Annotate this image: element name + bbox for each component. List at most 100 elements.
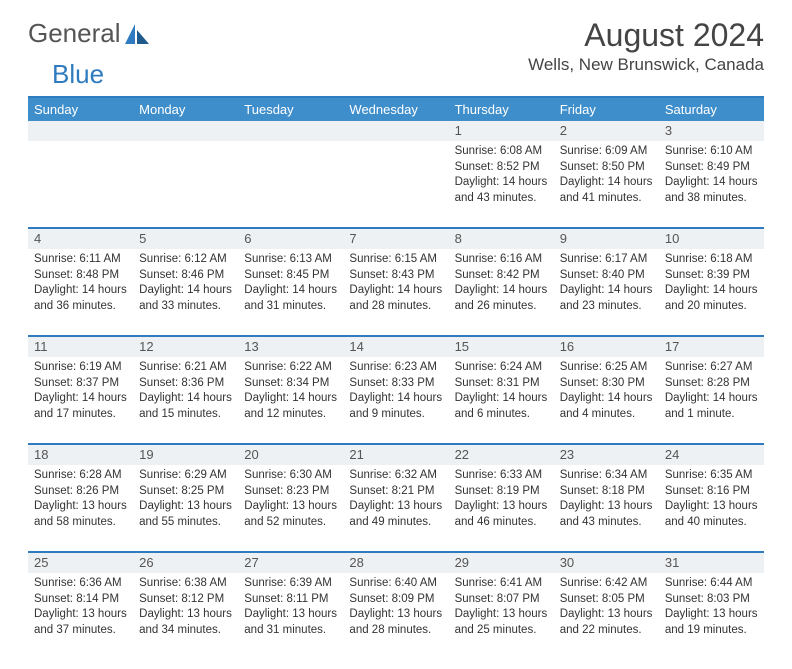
day-details: Sunrise: 6:39 AMSunset: 8:11 PMDaylight:… [244, 576, 337, 638]
day-cell: Sunrise: 6:19 AMSunset: 8:37 PMDaylight:… [28, 357, 133, 443]
sunset-text: Sunset: 8:34 PM [244, 376, 337, 392]
sunset-text: Sunset: 8:25 PM [139, 484, 232, 500]
day-number: 6 [238, 229, 343, 249]
day-details: Sunrise: 6:10 AMSunset: 8:49 PMDaylight:… [665, 144, 758, 206]
day-number [238, 121, 343, 141]
day-cell: Sunrise: 6:21 AMSunset: 8:36 PMDaylight:… [133, 357, 238, 443]
day-details: Sunrise: 6:34 AMSunset: 8:18 PMDaylight:… [560, 468, 653, 530]
day-number: 5 [133, 229, 238, 249]
day-cell [133, 141, 238, 227]
sunrise-text: Sunrise: 6:23 AM [349, 360, 442, 376]
sunrise-text: Sunrise: 6:13 AM [244, 252, 337, 268]
day-cell: Sunrise: 6:18 AMSunset: 8:39 PMDaylight:… [659, 249, 764, 335]
sunrise-text: Sunrise: 6:30 AM [244, 468, 337, 484]
daylight-text: Daylight: 14 hours and 43 minutes. [455, 175, 548, 206]
sunset-text: Sunset: 8:23 PM [244, 484, 337, 500]
day-cell: Sunrise: 6:16 AMSunset: 8:42 PMDaylight:… [449, 249, 554, 335]
day-cell: Sunrise: 6:36 AMSunset: 8:14 PMDaylight:… [28, 573, 133, 659]
day-number: 3 [659, 121, 764, 141]
sunset-text: Sunset: 8:28 PM [665, 376, 758, 392]
sunrise-text: Sunrise: 6:40 AM [349, 576, 442, 592]
day-number: 18 [28, 445, 133, 465]
day-cell: Sunrise: 6:24 AMSunset: 8:31 PMDaylight:… [449, 357, 554, 443]
day-cell: Sunrise: 6:42 AMSunset: 8:05 PMDaylight:… [554, 573, 659, 659]
day-number: 13 [238, 337, 343, 357]
title-block: August 2024 Wells, New Brunswick, Canada [528, 18, 764, 75]
sunset-text: Sunset: 8:45 PM [244, 268, 337, 284]
day-number: 25 [28, 553, 133, 573]
weekday-header: Sunday [28, 98, 133, 121]
daylight-text: Daylight: 13 hours and 49 minutes. [349, 499, 442, 530]
day-number: 30 [554, 553, 659, 573]
day-details: Sunrise: 6:22 AMSunset: 8:34 PMDaylight:… [244, 360, 337, 422]
day-number: 17 [659, 337, 764, 357]
day-cell: Sunrise: 6:27 AMSunset: 8:28 PMDaylight:… [659, 357, 764, 443]
daynum-row: 25262728293031 [28, 551, 764, 573]
sunset-text: Sunset: 8:03 PM [665, 592, 758, 608]
daynum-row: 18192021222324 [28, 443, 764, 465]
day-number: 24 [659, 445, 764, 465]
day-cell: Sunrise: 6:32 AMSunset: 8:21 PMDaylight:… [343, 465, 448, 551]
day-cell [238, 141, 343, 227]
day-cell: Sunrise: 6:08 AMSunset: 8:52 PMDaylight:… [449, 141, 554, 227]
day-cell: Sunrise: 6:10 AMSunset: 8:49 PMDaylight:… [659, 141, 764, 227]
daylight-text: Daylight: 13 hours and 55 minutes. [139, 499, 232, 530]
sunset-text: Sunset: 8:49 PM [665, 160, 758, 176]
sunset-text: Sunset: 8:43 PM [349, 268, 442, 284]
week-row: Sunrise: 6:19 AMSunset: 8:37 PMDaylight:… [28, 357, 764, 443]
sunrise-text: Sunrise: 6:17 AM [560, 252, 653, 268]
day-cell [28, 141, 133, 227]
calendar: Sunday Monday Tuesday Wednesday Thursday… [28, 96, 764, 659]
day-cell: Sunrise: 6:40 AMSunset: 8:09 PMDaylight:… [343, 573, 448, 659]
day-cell: Sunrise: 6:17 AMSunset: 8:40 PMDaylight:… [554, 249, 659, 335]
logo: General [28, 18, 151, 49]
day-details: Sunrise: 6:17 AMSunset: 8:40 PMDaylight:… [560, 252, 653, 314]
sunset-text: Sunset: 8:05 PM [560, 592, 653, 608]
sunrise-text: Sunrise: 6:16 AM [455, 252, 548, 268]
sunrise-text: Sunrise: 6:08 AM [455, 144, 548, 160]
day-cell: Sunrise: 6:25 AMSunset: 8:30 PMDaylight:… [554, 357, 659, 443]
day-cell [343, 141, 448, 227]
day-number: 28 [343, 553, 448, 573]
sunrise-text: Sunrise: 6:35 AM [665, 468, 758, 484]
sunset-text: Sunset: 8:12 PM [139, 592, 232, 608]
day-details: Sunrise: 6:35 AMSunset: 8:16 PMDaylight:… [665, 468, 758, 530]
day-number: 7 [343, 229, 448, 249]
daynum-row: 45678910 [28, 227, 764, 249]
day-details: Sunrise: 6:18 AMSunset: 8:39 PMDaylight:… [665, 252, 758, 314]
day-number [28, 121, 133, 141]
sunrise-text: Sunrise: 6:18 AM [665, 252, 758, 268]
week-row: Sunrise: 6:08 AMSunset: 8:52 PMDaylight:… [28, 141, 764, 227]
week-row: Sunrise: 6:28 AMSunset: 8:26 PMDaylight:… [28, 465, 764, 551]
weeks-container: 123Sunrise: 6:08 AMSunset: 8:52 PMDaylig… [28, 121, 764, 659]
daynum-row: 11121314151617 [28, 335, 764, 357]
daylight-text: Daylight: 13 hours and 40 minutes. [665, 499, 758, 530]
daylight-text: Daylight: 14 hours and 17 minutes. [34, 391, 127, 422]
day-number: 14 [343, 337, 448, 357]
daylight-text: Daylight: 13 hours and 52 minutes. [244, 499, 337, 530]
day-cell: Sunrise: 6:12 AMSunset: 8:46 PMDaylight:… [133, 249, 238, 335]
daylight-text: Daylight: 14 hours and 33 minutes. [139, 283, 232, 314]
day-number: 22 [449, 445, 554, 465]
day-cell: Sunrise: 6:15 AMSunset: 8:43 PMDaylight:… [343, 249, 448, 335]
sunset-text: Sunset: 8:16 PM [665, 484, 758, 500]
sunset-text: Sunset: 8:52 PM [455, 160, 548, 176]
day-cell: Sunrise: 6:41 AMSunset: 8:07 PMDaylight:… [449, 573, 554, 659]
sunset-text: Sunset: 8:39 PM [665, 268, 758, 284]
week-row: Sunrise: 6:36 AMSunset: 8:14 PMDaylight:… [28, 573, 764, 659]
day-cell: Sunrise: 6:38 AMSunset: 8:12 PMDaylight:… [133, 573, 238, 659]
sunset-text: Sunset: 8:50 PM [560, 160, 653, 176]
sunrise-text: Sunrise: 6:32 AM [349, 468, 442, 484]
day-details: Sunrise: 6:29 AMSunset: 8:25 PMDaylight:… [139, 468, 232, 530]
day-number [343, 121, 448, 141]
calendar-page: General August 2024 Wells, New Brunswick… [0, 0, 792, 669]
day-details: Sunrise: 6:28 AMSunset: 8:26 PMDaylight:… [34, 468, 127, 530]
day-cell: Sunrise: 6:09 AMSunset: 8:50 PMDaylight:… [554, 141, 659, 227]
weekday-header: Wednesday [343, 98, 448, 121]
sunrise-text: Sunrise: 6:28 AM [34, 468, 127, 484]
sunrise-text: Sunrise: 6:36 AM [34, 576, 127, 592]
sunrise-text: Sunrise: 6:19 AM [34, 360, 127, 376]
day-number: 20 [238, 445, 343, 465]
day-details: Sunrise: 6:40 AMSunset: 8:09 PMDaylight:… [349, 576, 442, 638]
day-number: 9 [554, 229, 659, 249]
